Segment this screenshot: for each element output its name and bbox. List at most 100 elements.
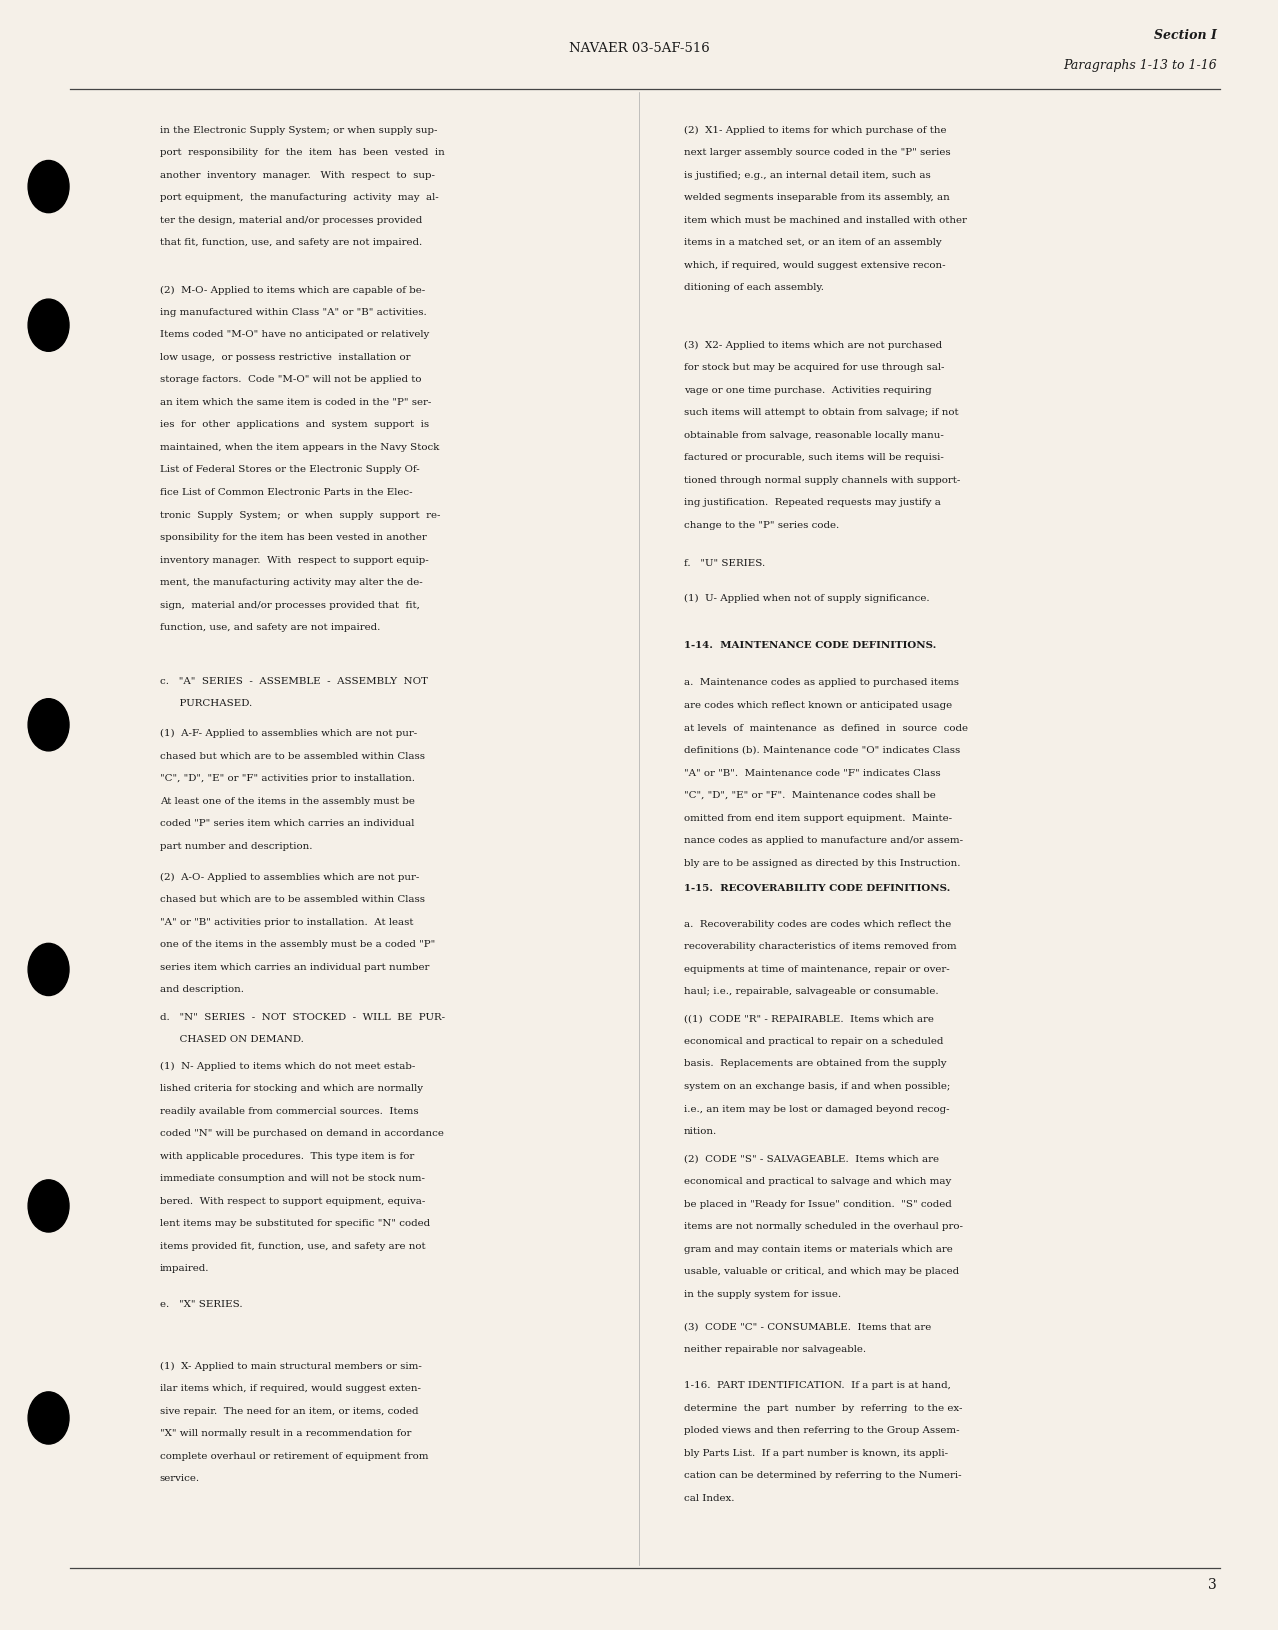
Text: "A" or "B" activities prior to installation.  At least: "A" or "B" activities prior to installat… [160,918,413,926]
Text: (2)  X1- Applied to items for which purchase of the: (2) X1- Applied to items for which purch… [684,126,946,135]
Text: CHASED ON DEMAND.: CHASED ON DEMAND. [160,1035,304,1043]
Text: next larger assembly source coded in the "P" series: next larger assembly source coded in the… [684,148,951,156]
Text: for stock but may be acquired for use through sal-: for stock but may be acquired for use th… [684,363,944,372]
Circle shape [28,944,69,996]
Text: "X" will normally result in a recommendation for: "X" will normally result in a recommenda… [160,1428,412,1438]
Text: inventory manager.  With  respect to support equip-: inventory manager. With respect to suppo… [160,556,428,564]
Circle shape [28,1392,69,1444]
Text: "A" or "B".  Maintenance code "F" indicates Class: "A" or "B". Maintenance code "F" indicat… [684,768,941,778]
Text: Paragraphs 1-13 to 1-16: Paragraphs 1-13 to 1-16 [1063,59,1217,72]
Text: bly Parts List.  If a part number is known, its appli-: bly Parts List. If a part number is know… [684,1447,948,1457]
Text: PURCHASED.: PURCHASED. [160,699,252,707]
Text: impaired.: impaired. [160,1263,210,1273]
Text: ing manufactured within Class "A" or "B" activities.: ing manufactured within Class "A" or "B"… [160,308,427,316]
Circle shape [28,300,69,352]
Text: neither repairable nor salvageable.: neither repairable nor salvageable. [684,1345,866,1353]
Text: ing justification.  Repeated requests may justify a: ing justification. Repeated requests may… [684,499,941,507]
Text: definitions (b). Maintenance code "O" indicates Class: definitions (b). Maintenance code "O" in… [684,745,960,755]
Text: vage or one time purchase.  Activities requiring: vage or one time purchase. Activities re… [684,386,932,394]
Text: ies  for  other  applications  and  system  support  is: ies for other applications and system su… [160,421,429,429]
Text: At least one of the items in the assembly must be: At least one of the items in the assembl… [160,795,414,805]
Text: economical and practical to salvage and which may: economical and practical to salvage and … [684,1177,951,1185]
Text: system on an exchange basis, if and when possible;: system on an exchange basis, if and when… [684,1081,950,1090]
Text: bly are to be assigned as directed by this Instruction.: bly are to be assigned as directed by th… [684,857,960,867]
Text: (1)  A-F- Applied to assemblies which are not pur-: (1) A-F- Applied to assemblies which are… [160,729,417,738]
Text: coded "P" series item which carries an individual: coded "P" series item which carries an i… [160,818,414,828]
Text: at levels  of  maintenance  as  defined  in  source  code: at levels of maintenance as defined in s… [684,724,967,732]
Text: lished criteria for stocking and which are normally: lished criteria for stocking and which a… [160,1084,423,1092]
Circle shape [28,161,69,214]
Text: c.   "A"  SERIES  -  ASSEMBLE  -  ASSEMBLY  NOT: c. "A" SERIES - ASSEMBLE - ASSEMBLY NOT [160,676,428,686]
Circle shape [28,1180,69,1232]
Text: sponsibility for the item has been vested in another: sponsibility for the item has been veste… [160,533,427,541]
Text: complete overhaul or retirement of equipment from: complete overhaul or retirement of equip… [160,1451,428,1460]
Text: be placed in "Ready for Issue" condition.  "S" coded: be placed in "Ready for Issue" condition… [684,1200,952,1208]
Text: List of Federal Stores or the Electronic Supply Of-: List of Federal Stores or the Electronic… [160,465,419,474]
Text: maintained, when the item appears in the Navy Stock: maintained, when the item appears in the… [160,443,440,452]
Text: basis.  Replacements are obtained from the supply: basis. Replacements are obtained from th… [684,1060,946,1068]
Text: chased but which are to be assembled within Class: chased but which are to be assembled wit… [160,751,424,760]
Text: 1-14.  MAINTENANCE CODE DEFINITIONS.: 1-14. MAINTENANCE CODE DEFINITIONS. [684,641,935,650]
Text: chased but which are to be assembled within Class: chased but which are to be assembled wit… [160,895,424,903]
Text: which, if required, would suggest extensive recon-: which, if required, would suggest extens… [684,261,946,269]
Text: coded "N" will be purchased on demand in accordance: coded "N" will be purchased on demand in… [160,1128,443,1138]
Text: ter the design, material and/or processes provided: ter the design, material and/or processe… [160,215,422,225]
Text: an item which the same item is coded in the "P" ser-: an item which the same item is coded in … [160,398,431,408]
Text: (2)  M-O- Applied to items which are capable of be-: (2) M-O- Applied to items which are capa… [160,285,426,295]
Text: 1-15.  RECOVERABILITY CODE DEFINITIONS.: 1-15. RECOVERABILITY CODE DEFINITIONS. [684,883,950,893]
Text: (1)  X- Applied to main structural members or sim-: (1) X- Applied to main structural member… [160,1361,422,1371]
Text: tioned through normal supply channels with support-: tioned through normal supply channels wi… [684,476,960,484]
Text: items in a matched set, or an item of an assembly: items in a matched set, or an item of an… [684,238,942,248]
Text: in the Electronic Supply System; or when supply sup-: in the Electronic Supply System; or when… [160,126,437,135]
Text: i.e., an item may be lost or damaged beyond recog-: i.e., an item may be lost or damaged bey… [684,1104,950,1113]
Text: ploded views and then referring to the Group Assem-: ploded views and then referring to the G… [684,1426,960,1434]
Text: (3)  CODE "C" - CONSUMABLE.  Items that are: (3) CODE "C" - CONSUMABLE. Items that ar… [684,1322,930,1332]
Text: change to the "P" series code.: change to the "P" series code. [684,520,838,530]
Text: port equipment,  the manufacturing  activity  may  al-: port equipment, the manufacturing activi… [160,192,438,202]
Text: a.  Maintenance codes as applied to purchased items: a. Maintenance codes as applied to purch… [684,678,958,688]
Text: lent items may be substituted for specific "N" coded: lent items may be substituted for specif… [160,1219,429,1227]
Text: (2)  A-O- Applied to assemblies which are not pur-: (2) A-O- Applied to assemblies which are… [160,872,419,882]
Text: one of the items in the assembly must be a coded "P": one of the items in the assembly must be… [160,939,435,949]
Text: NAVAER 03-5AF-516: NAVAER 03-5AF-516 [569,42,709,55]
Text: Items coded "M-O" have no anticipated or relatively: Items coded "M-O" have no anticipated or… [160,331,429,339]
Text: tronic  Supply  System;  or  when  supply  support  re-: tronic Supply System; or when supply sup… [160,510,440,520]
Text: readily available from commercial sources.  Items: readily available from commercial source… [160,1107,418,1115]
Text: port  responsibility  for  the  item  has  been  vested  in: port responsibility for the item has bee… [160,148,445,156]
Text: sive repair.  The need for an item, or items, coded: sive repair. The need for an item, or it… [160,1407,418,1415]
Text: cal Index.: cal Index. [684,1493,735,1503]
Text: items provided fit, function, use, and safety are not: items provided fit, function, use, and s… [160,1240,426,1250]
Text: welded segments inseparable from its assembly, an: welded segments inseparable from its ass… [684,192,950,202]
Text: obtainable from salvage, reasonable locally manu-: obtainable from salvage, reasonable loca… [684,430,943,440]
Text: (1)  U- Applied when not of supply significance.: (1) U- Applied when not of supply signif… [684,593,929,603]
Text: ((1)  CODE "R" - REPAIRABLE.  Items which are: ((1) CODE "R" - REPAIRABLE. Items which … [684,1014,934,1024]
Text: function, use, and safety are not impaired.: function, use, and safety are not impair… [160,623,380,632]
Text: gram and may contain items or materials which are: gram and may contain items or materials … [684,1244,952,1253]
Text: is justified; e.g., an internal detail item, such as: is justified; e.g., an internal detail i… [684,171,930,179]
Text: 3: 3 [1208,1578,1217,1591]
Text: d.   "N"  SERIES  -  NOT  STOCKED  -  WILL  BE  PUR-: d. "N" SERIES - NOT STOCKED - WILL BE PU… [160,1012,445,1022]
Text: bered.  With respect to support equipment, equiva-: bered. With respect to support equipment… [160,1196,426,1205]
Text: immediate consumption and will not be stock num-: immediate consumption and will not be st… [160,1174,424,1183]
Text: in the supply system for issue.: in the supply system for issue. [684,1289,841,1297]
Text: that fit, function, use, and safety are not impaired.: that fit, function, use, and safety are … [160,238,422,248]
Text: "C", "D", "E" or "F".  Maintenance codes shall be: "C", "D", "E" or "F". Maintenance codes … [684,791,935,800]
Text: service.: service. [160,1474,199,1483]
Text: determine  the  part  number  by  referring  to the ex-: determine the part number by referring t… [684,1403,962,1412]
Text: part number and description.: part number and description. [160,841,312,851]
Text: (3)  X2- Applied to items which are not purchased: (3) X2- Applied to items which are not p… [684,341,942,350]
Text: cation can be determined by referring to the Numeri-: cation can be determined by referring to… [684,1470,961,1480]
Text: a.  Recoverability codes are codes which reflect the: a. Recoverability codes are codes which … [684,919,951,929]
Text: ditioning of each assembly.: ditioning of each assembly. [684,284,824,292]
Text: Section I: Section I [1154,29,1217,42]
Text: series item which carries an individual part number: series item which carries an individual … [160,962,429,971]
Text: usable, valuable or critical, and which may be placed: usable, valuable or critical, and which … [684,1267,958,1276]
Text: recoverability characteristics of items removed from: recoverability characteristics of items … [684,942,956,950]
Text: ment, the manufacturing activity may alter the de-: ment, the manufacturing activity may alt… [160,577,423,587]
Text: ilar items which, if required, would suggest exten-: ilar items which, if required, would sug… [160,1384,420,1392]
Text: low usage,  or possess restrictive  installation or: low usage, or possess restrictive instal… [160,352,410,362]
Text: haul; i.e., repairable, salvageable or consumable.: haul; i.e., repairable, salvageable or c… [684,986,938,996]
Text: fice List of Common Electronic Parts in the Elec-: fice List of Common Electronic Parts in … [160,487,413,497]
Text: with applicable procedures.  This type item is for: with applicable procedures. This type it… [160,1151,414,1161]
Text: f.   "U" SERIES.: f. "U" SERIES. [684,559,766,569]
